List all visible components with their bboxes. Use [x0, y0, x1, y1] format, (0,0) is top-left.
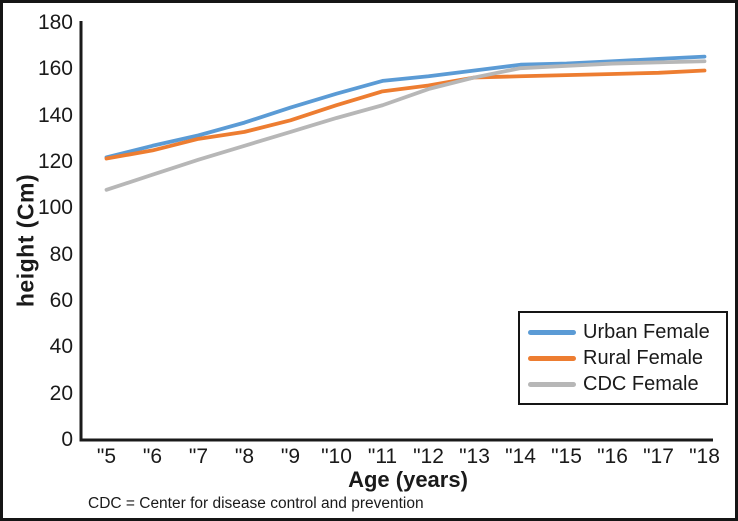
cdc-female-line [104, 59, 707, 192]
legend-swatch-rural-female [528, 355, 576, 361]
x-tick-label: "12 [413, 445, 444, 468]
x-tick-label: "17 [643, 445, 674, 468]
legend-label-rural-female: Rural Female [583, 346, 704, 369]
y-tick-label: 80 [49, 242, 73, 266]
x-tick-label: "13 [459, 445, 490, 468]
x-tick-label: "16 [597, 445, 628, 468]
x-tick-label: "10 [321, 445, 352, 468]
y-tick-label: 20 [49, 381, 73, 405]
plot-area [79, 21, 713, 442]
y-tick-label: 180 [37, 11, 73, 34]
x-tick-label: "11 [367, 445, 398, 468]
y-tick-label: 0 [61, 428, 73, 451]
urban-female-line [104, 54, 707, 160]
legend-swatch-urban-female [528, 329, 576, 335]
x-tick-label: "5 [96, 445, 117, 468]
x-tick-label: "9 [280, 445, 301, 468]
x-tick-label: "14 [505, 445, 536, 468]
legend-label-urban-female: Urban Female [583, 320, 710, 343]
rural-female-line [104, 68, 707, 161]
x-tick-label: "6 [142, 445, 163, 468]
y-tick-label: 60 [49, 289, 73, 312]
x-tick-label: "8 [234, 445, 255, 468]
x-tick-label: "18 [689, 445, 720, 468]
legend: Urban Female Rural Female CDC Female [518, 311, 728, 405]
legend-swatch-cdc-female [528, 381, 576, 387]
y-tick-label: 40 [49, 335, 73, 359]
legend-item-rural-female: Rural Female [528, 347, 722, 370]
legend-item-urban-female: Urban Female [528, 321, 722, 344]
y-tick-label: 120 [37, 150, 73, 173]
y-tick-label: 140 [37, 103, 73, 127]
x-axis-title: Age (years) [348, 467, 468, 492]
footnote: CDC = Center for disease control and pre… [88, 495, 424, 512]
legend-item-cdc-female: CDC Female [528, 373, 722, 396]
y-tick-label: 100 [37, 196, 73, 220]
y-tick-label: 160 [37, 57, 73, 81]
x-tick-label: "15 [551, 445, 582, 468]
x-tick-label: "7 [188, 445, 209, 468]
legend-label-cdc-female: CDC Female [583, 372, 699, 395]
